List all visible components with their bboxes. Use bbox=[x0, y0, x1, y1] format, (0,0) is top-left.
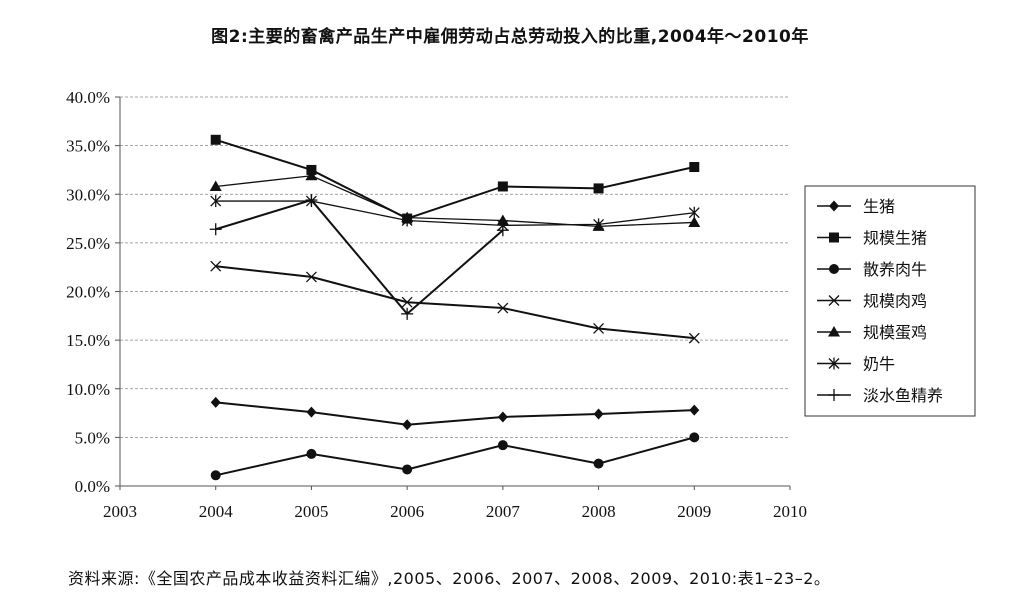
series-lines bbox=[209, 134, 701, 481]
marker-circle bbox=[306, 448, 317, 459]
marker-asterisk bbox=[593, 218, 605, 231]
legend-item: 规模生猪 bbox=[817, 229, 927, 248]
y-tick-label: 10.0% bbox=[66, 380, 110, 399]
marker-diamond bbox=[306, 406, 317, 418]
marker-circle bbox=[689, 432, 700, 443]
series-line bbox=[215, 401, 695, 426]
axes: 0.0% 5.0% 10.0% 15.0% 20.0% 25.0% 30.0% 35.0% 40… bbox=[66, 88, 807, 521]
y-tick-label: 35.0% bbox=[66, 137, 110, 156]
series-4 bbox=[210, 260, 700, 344]
y-tick-label: 25.0% bbox=[66, 234, 110, 253]
x-tick-label: 2008 bbox=[582, 502, 616, 521]
legend-label: 规模蛋鸡 bbox=[863, 323, 927, 342]
source-note: 资料来源:《全国农产品成本收益资料汇编》,2005、2006、2007、2008… bbox=[68, 569, 831, 588]
series-3 bbox=[210, 432, 700, 481]
marker-x bbox=[305, 271, 317, 283]
marker-diamond bbox=[497, 411, 508, 423]
marker-asterisk bbox=[828, 357, 840, 370]
series-line bbox=[215, 436, 695, 477]
marker-asterisk bbox=[688, 206, 700, 219]
marker-circle bbox=[829, 264, 839, 274]
legend-label: 规模肉鸡 bbox=[863, 292, 927, 311]
series-line bbox=[215, 265, 695, 340]
series-line bbox=[215, 198, 504, 316]
marker-circle bbox=[497, 440, 508, 451]
x-tick-label: 2003 bbox=[103, 502, 137, 521]
marker-circle bbox=[402, 464, 413, 475]
legend-item: 淡水鱼精养 bbox=[817, 386, 943, 405]
marker-circle bbox=[593, 458, 604, 469]
y-tick-label: 5.0% bbox=[75, 428, 110, 447]
legend-label: 生猪 bbox=[863, 197, 895, 216]
legend-label: 散养肉牛 bbox=[863, 260, 927, 279]
series-7 bbox=[209, 194, 509, 320]
marker-x bbox=[593, 322, 605, 334]
y-tick-label: 15.0% bbox=[66, 331, 110, 350]
legend-item: 奶牛 bbox=[817, 355, 895, 374]
marker-diamond bbox=[210, 396, 221, 408]
marker-x bbox=[401, 296, 413, 308]
marker-triangle bbox=[828, 326, 840, 337]
marker-square bbox=[210, 134, 221, 145]
legend-label: 规模生猪 bbox=[863, 229, 927, 248]
y-tick-label: 40.0% bbox=[66, 88, 110, 107]
series-5 bbox=[209, 169, 701, 231]
marker-diamond bbox=[829, 200, 839, 212]
marker-asterisk bbox=[401, 214, 413, 227]
legend-label: 奶牛 bbox=[863, 355, 895, 374]
marker-diamond bbox=[689, 404, 700, 416]
y-tick-label: 0.0% bbox=[75, 477, 110, 496]
series-line bbox=[215, 200, 695, 227]
marker-x bbox=[210, 260, 222, 272]
chart-title: 图2:主要的畜禽产品生产中雇佣劳动占总劳动投入的比重,2004年～2010年 bbox=[211, 27, 809, 47]
x-tick-label: 2009 bbox=[677, 502, 711, 521]
marker-square bbox=[829, 232, 839, 243]
legend-item: 散养肉牛 bbox=[817, 260, 927, 279]
marker-triangle bbox=[209, 180, 222, 191]
marker-plus bbox=[209, 223, 222, 236]
y-tick-label: 30.0% bbox=[66, 185, 110, 204]
x-tick-label: 2005 bbox=[294, 502, 328, 521]
marker-plus bbox=[828, 389, 840, 401]
marker-plus bbox=[496, 224, 509, 237]
grid-lines bbox=[120, 96, 790, 438]
series-1 bbox=[210, 396, 700, 431]
marker-diamond bbox=[593, 408, 604, 420]
marker-x bbox=[688, 332, 700, 344]
marker-circle bbox=[210, 470, 221, 481]
marker-plus bbox=[401, 307, 414, 320]
marker-x bbox=[497, 302, 509, 314]
legend-item: 规模蛋鸡 bbox=[817, 323, 927, 342]
marker-diamond bbox=[402, 419, 413, 431]
marker-square bbox=[593, 183, 604, 194]
marker-x bbox=[828, 295, 840, 306]
x-tick-label: 2006 bbox=[390, 502, 424, 521]
legend-label: 淡水鱼精养 bbox=[863, 386, 943, 405]
x-tick-label: 2007 bbox=[486, 502, 521, 521]
x-tick-label: 2010 bbox=[773, 502, 807, 521]
y-tick-label: 20.0% bbox=[66, 283, 110, 302]
series-line bbox=[215, 138, 695, 220]
marker-triangle bbox=[305, 169, 318, 181]
marker-square bbox=[497, 181, 508, 192]
legend-item: 规模肉鸡 bbox=[817, 292, 927, 311]
marker-asterisk bbox=[210, 195, 222, 208]
marker-square bbox=[689, 162, 700, 173]
series-line bbox=[215, 175, 695, 227]
marker-triangle bbox=[688, 216, 701, 227]
series-6 bbox=[210, 195, 700, 232]
legend-item: 生猪 bbox=[817, 197, 895, 216]
marker-plus bbox=[305, 194, 318, 207]
x-tick-label: 2004 bbox=[199, 502, 234, 521]
